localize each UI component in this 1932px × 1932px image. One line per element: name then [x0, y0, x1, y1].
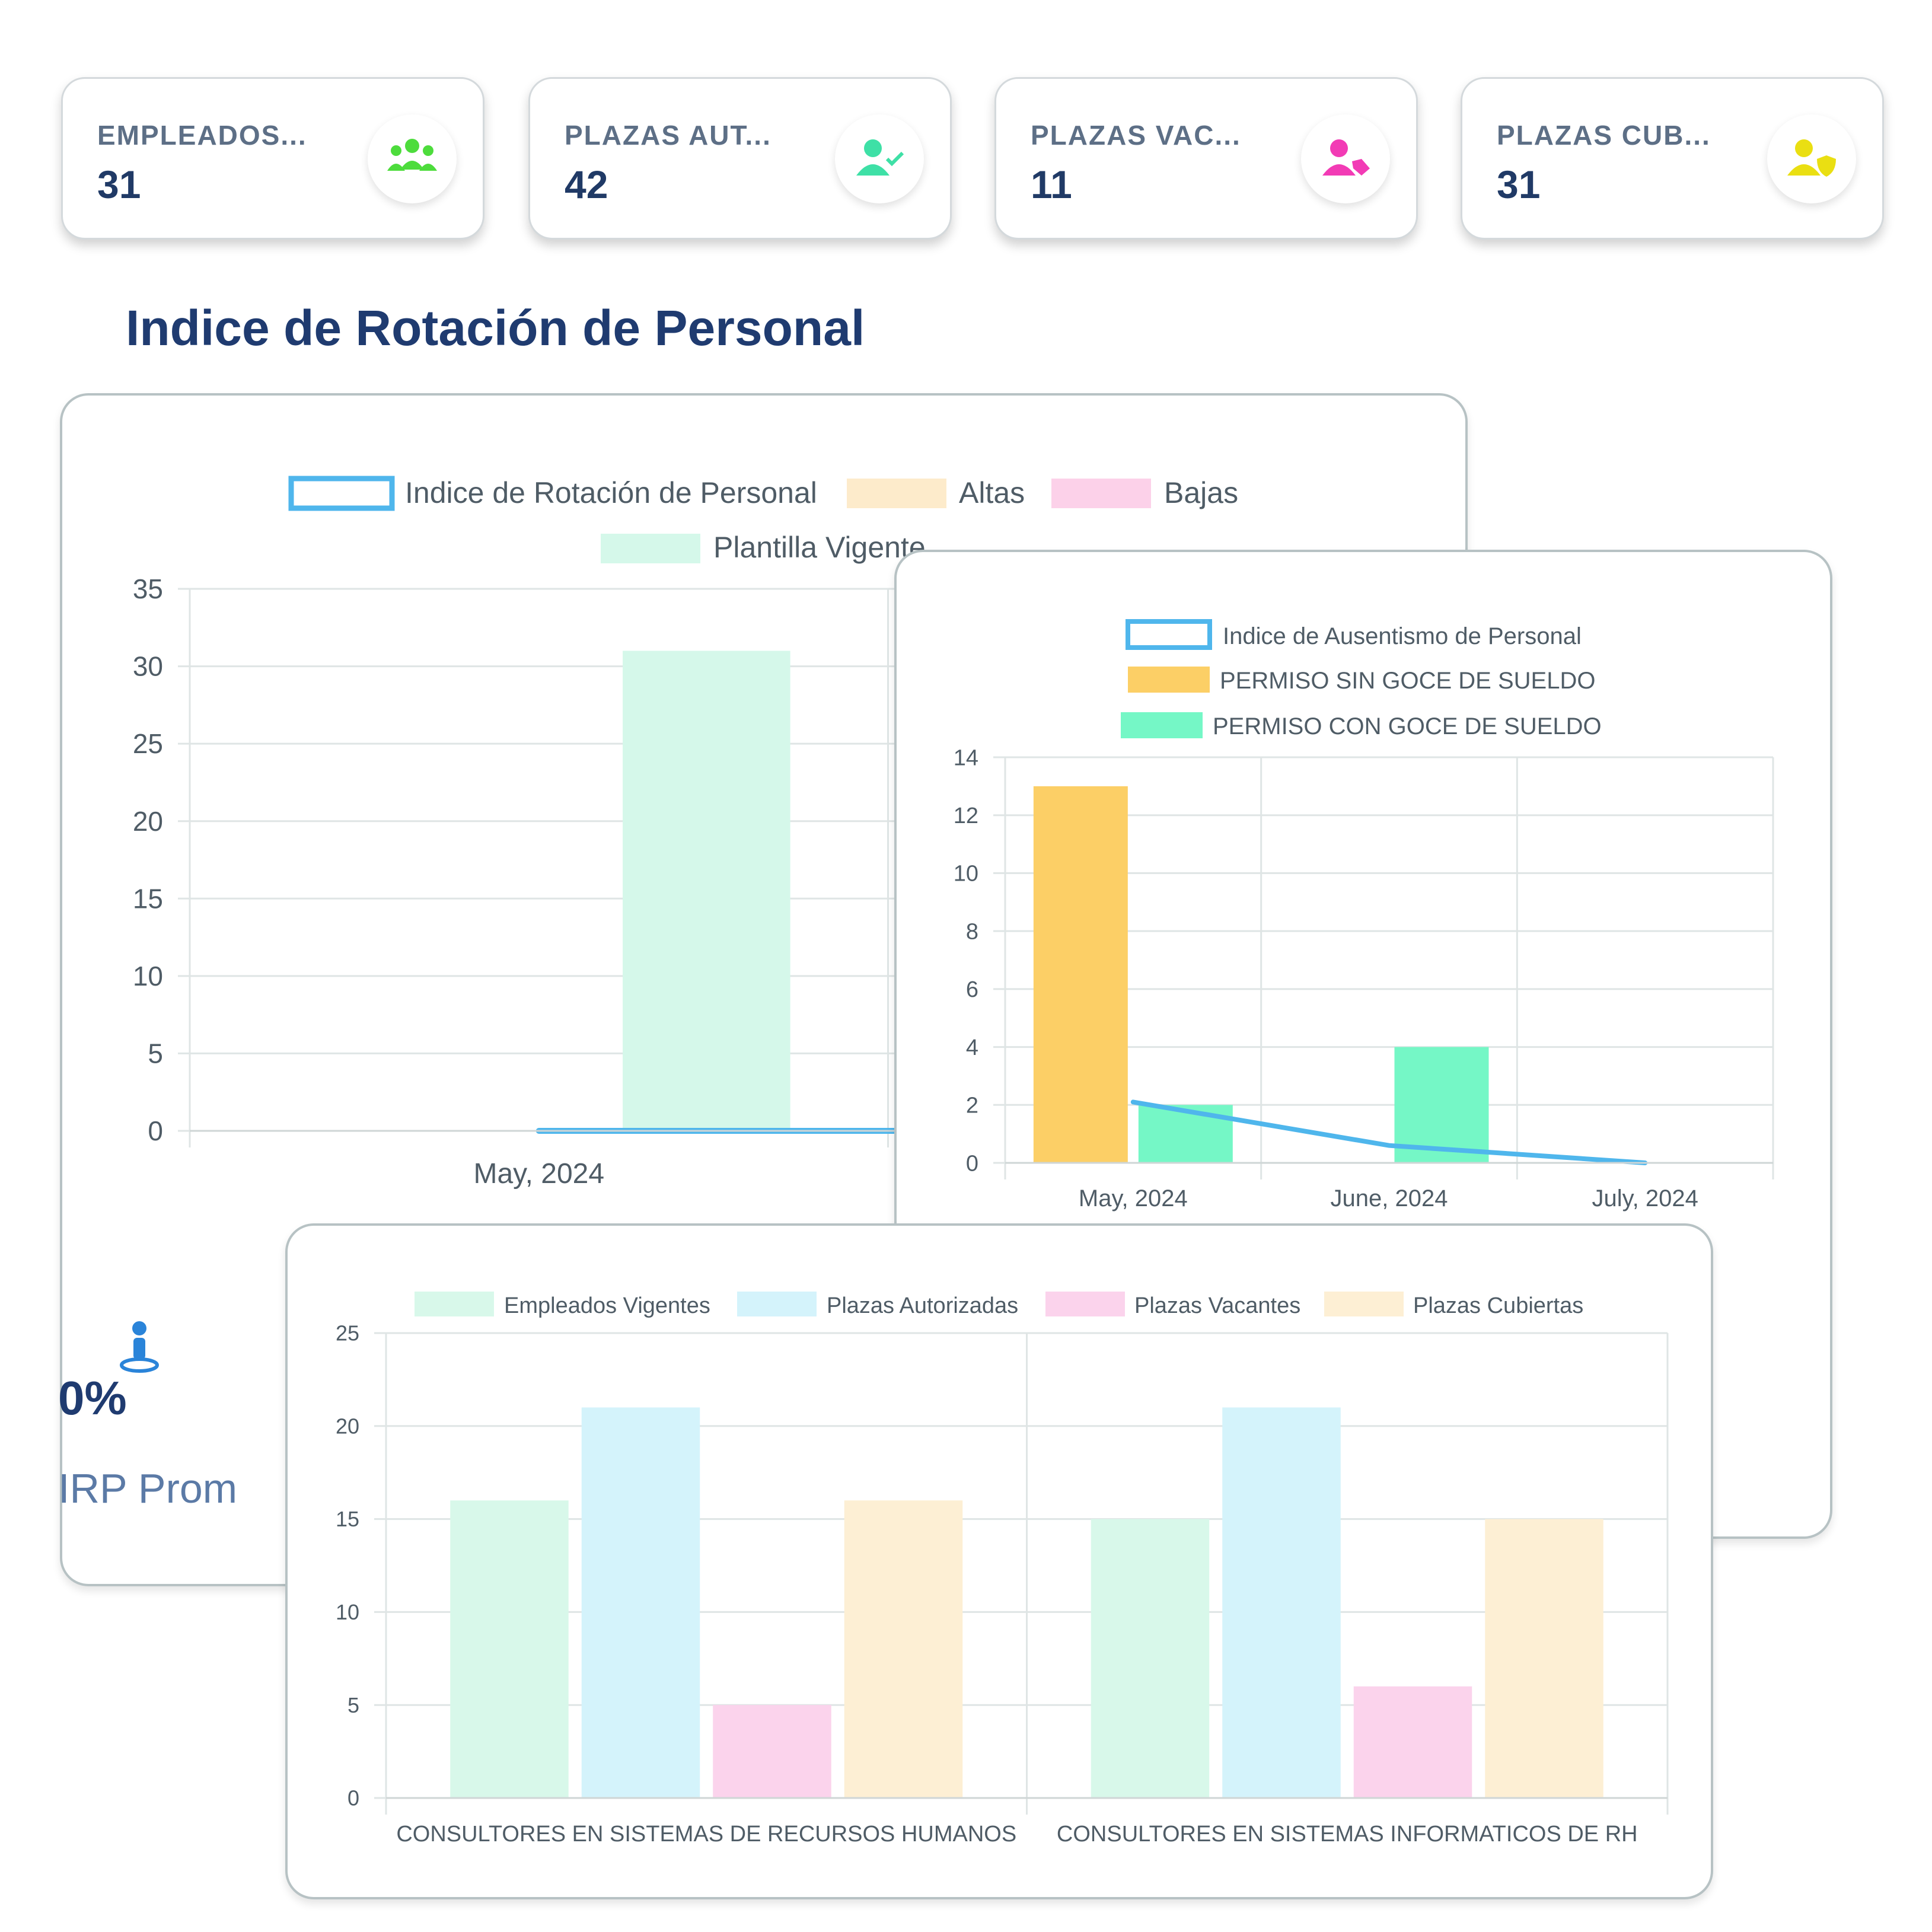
y-tick-label: 30 [133, 651, 163, 682]
bar [1222, 1407, 1341, 1798]
bar [1138, 1105, 1233, 1163]
group-icon [368, 114, 457, 203]
positions-chart-card: Empleados Vigentes Plazas Autorizadas Pl… [285, 1223, 1713, 1899]
legend: Indice de Rotación de Personal Altas Baj… [288, 476, 1238, 564]
irp-label: IRP Prom [58, 1465, 238, 1512]
bar [1394, 1047, 1489, 1163]
legend-label-plantilla: Plantilla Vigente [713, 531, 926, 564]
legend-swatch-bajas [1051, 479, 1151, 508]
bar [844, 1500, 963, 1798]
bar [713, 1705, 831, 1798]
y-tick-label: 0 [966, 1151, 978, 1176]
legend-label-iap: Indice de Ausentismo de Personal [1223, 623, 1582, 649]
user-check-icon [835, 114, 924, 203]
y-tick-label: 15 [133, 883, 163, 914]
y-tick-label: 14 [954, 745, 978, 770]
x-tick-label: May, 2024 [1079, 1185, 1188, 1212]
legend-label-empleados: Empleados Vigentes [504, 1293, 710, 1318]
legend-swatch-irp [288, 476, 395, 511]
y-tick-label: 10 [954, 862, 978, 887]
bar [450, 1500, 569, 1798]
kpi-card-plazas-cubiertas[interactable]: PLAZAS CUB... 31 [1461, 77, 1884, 240]
kpi-label: EMPLEADOS... [97, 120, 307, 151]
y-tick-label: 10 [133, 961, 163, 991]
legend-swatch-plantilla [601, 534, 700, 563]
y-tick-label: 25 [336, 1321, 359, 1346]
legend-swatch-vacantes [1045, 1292, 1125, 1316]
y-tick-label: 20 [336, 1414, 359, 1438]
y-tick-label: 6 [966, 977, 978, 1002]
y-tick-label: 5 [347, 1693, 359, 1717]
kpi-value: 11 [1031, 162, 1072, 206]
legend-swatch-con-goce [1121, 712, 1203, 738]
kpi-value: 31 [1497, 162, 1541, 206]
y-tick-label: 5 [148, 1038, 163, 1069]
kpi-card-plazas-vacantes[interactable]: PLAZAS VAC... 11 [994, 77, 1418, 240]
y-tick-label: 12 [954, 804, 978, 828]
y-tick-label: 10 [336, 1600, 359, 1624]
kpi-card-plazas-autorizadas[interactable]: PLAZAS AUT... 42 [528, 77, 952, 240]
y-tick-label: 35 [133, 573, 163, 604]
x-tick-label: July, 2024 [1592, 1185, 1698, 1212]
absenteeism-chart: Indice de Ausentismo de Personal PERMISO… [954, 619, 1774, 1212]
x-tick-label: CONSULTORES EN SISTEMAS INFORMATICOS DE … [1057, 1822, 1638, 1847]
bar [623, 651, 790, 1131]
legend-label-bajas: Bajas [1164, 476, 1238, 509]
y-tick-label: 2 [966, 1093, 978, 1118]
kpi-label: PLAZAS VAC... [1031, 120, 1241, 151]
y-tick-label: 20 [133, 806, 163, 837]
positions-chart: Empleados Vigentes Plazas Autorizadas Pl… [336, 1292, 1669, 1847]
user-tag-icon [1301, 114, 1390, 203]
kpi-label: PLAZAS CUB... [1497, 120, 1711, 151]
y-tick-label: 4 [966, 1035, 978, 1060]
legend-label-vacantes: Plazas Vacantes [1134, 1293, 1300, 1318]
legend-swatch-sin-goce [1128, 667, 1210, 693]
x-tick-label: May, 2024 [473, 1158, 604, 1190]
bar [581, 1407, 700, 1798]
legend-label-irp: Indice de Rotación de Personal [405, 476, 817, 509]
y-tick-label: 15 [336, 1507, 359, 1531]
legend-label-altas: Altas [959, 476, 1025, 509]
x-tick-label: June, 2024 [1331, 1185, 1448, 1212]
bar [1033, 786, 1128, 1163]
page-title: Indice de Rotación de Personal [126, 300, 865, 356]
legend-swatch-autorizadas [737, 1292, 817, 1316]
series-line [1130, 1099, 1648, 1165]
kpi-card-empleados[interactable]: EMPLEADOS... 31 [61, 77, 484, 240]
legend-label-autorizadas: Plazas Autorizadas [827, 1293, 1018, 1318]
legend-swatch-altas [847, 479, 946, 508]
x-tick-label: CONSULTORES EN SISTEMAS DE RECURSOS HUMA… [396, 1822, 1016, 1847]
legend-label-sin-goce: PERMISO SIN GOCE DE SUELDO [1220, 668, 1595, 694]
legend-swatch-cubiertas [1324, 1292, 1404, 1316]
legend: Indice de Ausentismo de Personal PERMISO… [1121, 619, 1602, 739]
bar [1091, 1519, 1210, 1798]
y-tick-label: 8 [966, 919, 978, 944]
legend: Empleados Vigentes Plazas Autorizadas Pl… [415, 1292, 1583, 1318]
kpi-value: 42 [565, 162, 608, 206]
legend-swatch-empleados [415, 1292, 494, 1316]
kpi-value: 31 [97, 162, 141, 206]
bar [1485, 1519, 1603, 1798]
irp-value: 0% [58, 1372, 127, 1424]
y-tick-label: 25 [133, 728, 163, 759]
legend-label-con-goce: PERMISO CON GOCE DE SUELDO [1213, 713, 1602, 739]
y-tick-label: 0 [347, 1786, 359, 1810]
y-tick-label: 0 [148, 1115, 163, 1146]
legend-label-cubiertas: Plazas Cubiertas [1413, 1293, 1583, 1318]
user-shield-icon [1767, 114, 1856, 203]
kpi-label: PLAZAS AUT... [565, 120, 771, 151]
bar [1353, 1686, 1472, 1798]
legend-swatch-iap [1126, 619, 1212, 650]
